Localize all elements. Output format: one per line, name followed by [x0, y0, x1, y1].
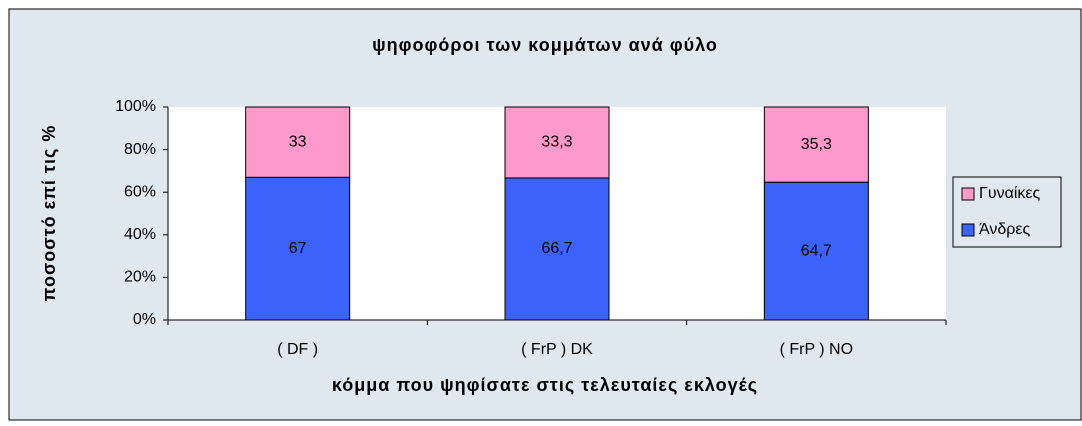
- bar-segment: [504, 106, 610, 179]
- x-tick-label: ( FrP ) NO: [780, 341, 853, 358]
- chart-title: ψηφοφόροι των κομμάτων ανά φύλο: [372, 35, 718, 55]
- data-label: 33,3: [541, 134, 572, 151]
- legend-swatch: [961, 223, 975, 237]
- y-tick-label: 60%: [124, 183, 156, 200]
- x-tick-label: ( DF ): [277, 341, 318, 358]
- x-tick-label: ( FrP ) DK: [521, 341, 593, 358]
- legend-swatch: [961, 187, 975, 201]
- y-axis-label: ποσοστό επί τις %: [39, 125, 59, 302]
- y-tick-label: 40%: [124, 226, 156, 243]
- data-label: 35,3: [801, 136, 832, 153]
- data-label: 33: [289, 133, 307, 150]
- y-tick-label: 80%: [124, 141, 156, 158]
- bar-segment: [504, 177, 610, 321]
- y-tick-label: 20%: [124, 269, 156, 286]
- data-label: 67: [289, 240, 307, 257]
- data-label: 66,7: [541, 240, 572, 257]
- x-axis-label: κόμμα που ψηφίσατε στις τελευταίες εκλογ…: [332, 375, 758, 395]
- data-label: 64,7: [801, 242, 832, 259]
- bar-segment: [763, 106, 869, 183]
- y-tick-label: 100%: [115, 98, 156, 115]
- legend-label: Άνδρες: [979, 221, 1031, 238]
- bar-segment: [245, 106, 351, 178]
- bar-segment: [245, 176, 351, 321]
- legend-label: Γυναίκες: [979, 185, 1041, 202]
- y-tick-label: 0%: [133, 311, 156, 328]
